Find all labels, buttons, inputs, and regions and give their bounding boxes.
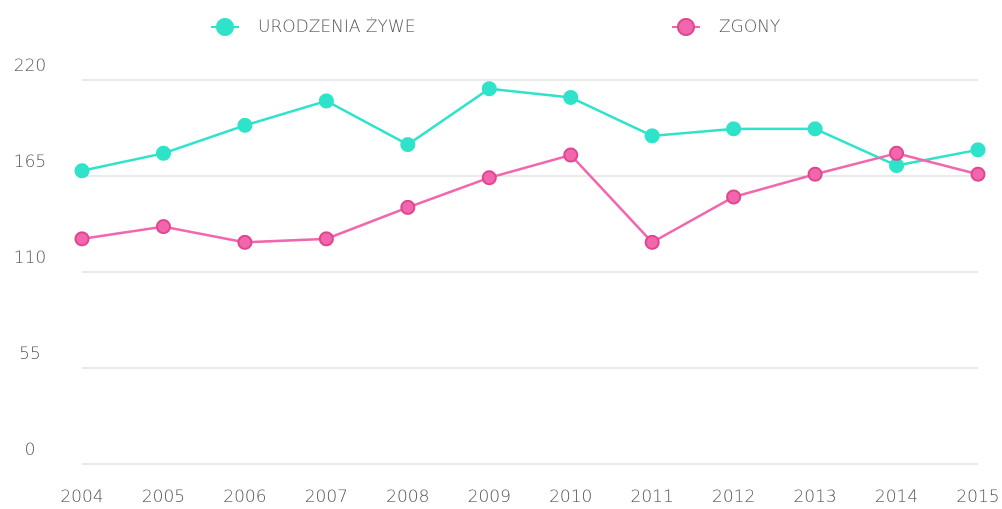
legend-marker	[216, 18, 234, 36]
data-point	[563, 147, 579, 163]
data-point	[237, 117, 253, 133]
x-tick-label: 2011	[631, 487, 674, 507]
legend-label: URODZENIA ŻYWE	[258, 16, 415, 37]
y-tick-label: 0	[25, 440, 36, 460]
x-tick-label: 2014	[875, 487, 918, 507]
x-tick-label: 2009	[468, 487, 511, 507]
legend-label: ZGONY	[719, 17, 780, 37]
series-line	[81, 152, 979, 244]
x-tick-label: 2004	[60, 487, 103, 507]
data-point	[889, 158, 905, 174]
data-point	[481, 170, 497, 186]
data-point	[155, 145, 171, 161]
x-tick-label: 2010	[549, 487, 592, 507]
x-tick-label: 2013	[793, 487, 836, 507]
data-point	[644, 128, 660, 144]
data-point	[807, 166, 823, 182]
data-point	[400, 199, 416, 215]
x-tick-label: 2005	[142, 487, 185, 507]
data-point	[74, 163, 90, 179]
data-point	[400, 137, 416, 153]
data-point	[155, 219, 171, 235]
data-point	[563, 89, 579, 105]
data-point	[970, 142, 986, 158]
data-point	[726, 189, 742, 205]
data-point	[644, 234, 660, 250]
data-point	[318, 93, 334, 109]
data-point	[970, 166, 986, 182]
data-point	[318, 231, 334, 247]
x-tick-label: 2015	[956, 487, 999, 507]
y-tick-label: 165	[14, 152, 46, 172]
data-point	[481, 81, 497, 97]
y-tick-label: 220	[14, 56, 46, 76]
legend-marker	[677, 18, 695, 36]
y-tick-label: 55	[19, 344, 41, 364]
x-tick-label: 2006	[223, 487, 266, 507]
data-point	[726, 121, 742, 137]
data-point	[237, 234, 253, 250]
y-tick-label: 110	[14, 248, 46, 268]
series-line	[81, 87, 979, 172]
data-point	[807, 121, 823, 137]
data-point	[74, 231, 90, 247]
x-tick-label: 2012	[712, 487, 755, 507]
x-tick-label: 2007	[305, 487, 348, 507]
data-point	[889, 145, 905, 161]
x-tick-label: 2008	[386, 487, 429, 507]
